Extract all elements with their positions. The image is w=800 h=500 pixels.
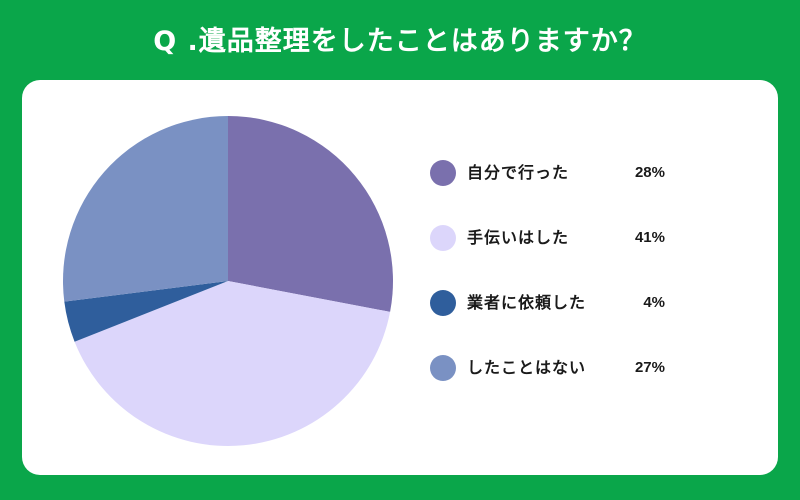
legend-label: 手伝いはした bbox=[467, 228, 570, 247]
legend-value: 28% bbox=[634, 164, 665, 181]
legend-dot-icon bbox=[430, 225, 456, 251]
legend-dot-icon bbox=[430, 290, 456, 316]
legend-item-vendor: 業者に依頼した 4% bbox=[430, 290, 680, 316]
pie-slice bbox=[74, 281, 391, 446]
chart-legend: 自分で行った 28% 手伝いはした 41% 業者に依頼した 4% したことはない… bbox=[430, 160, 680, 420]
pie-slice bbox=[64, 281, 228, 342]
legend-item-helped: 手伝いはした 41% bbox=[430, 225, 680, 251]
legend-value: 41% bbox=[634, 229, 665, 246]
pie-slice bbox=[228, 116, 393, 312]
legend-item-never: したことはない 27% bbox=[430, 355, 680, 381]
legend-item-self: 自分で行った 28% bbox=[430, 160, 680, 186]
legend-value: 4% bbox=[643, 294, 665, 311]
legend-dot-icon bbox=[430, 355, 456, 381]
chart-title: Q .遺品整理をしたことはありますか？ bbox=[153, 26, 647, 57]
pie-chart bbox=[62, 116, 393, 446]
legend-label: 業者に依頼した bbox=[467, 293, 587, 312]
legend-label: したことはない bbox=[467, 358, 587, 377]
pie-slice bbox=[62, 116, 228, 302]
legend-dot-icon bbox=[430, 160, 456, 186]
legend-value: 27% bbox=[634, 359, 665, 376]
legend-label: 自分で行った bbox=[467, 163, 570, 182]
